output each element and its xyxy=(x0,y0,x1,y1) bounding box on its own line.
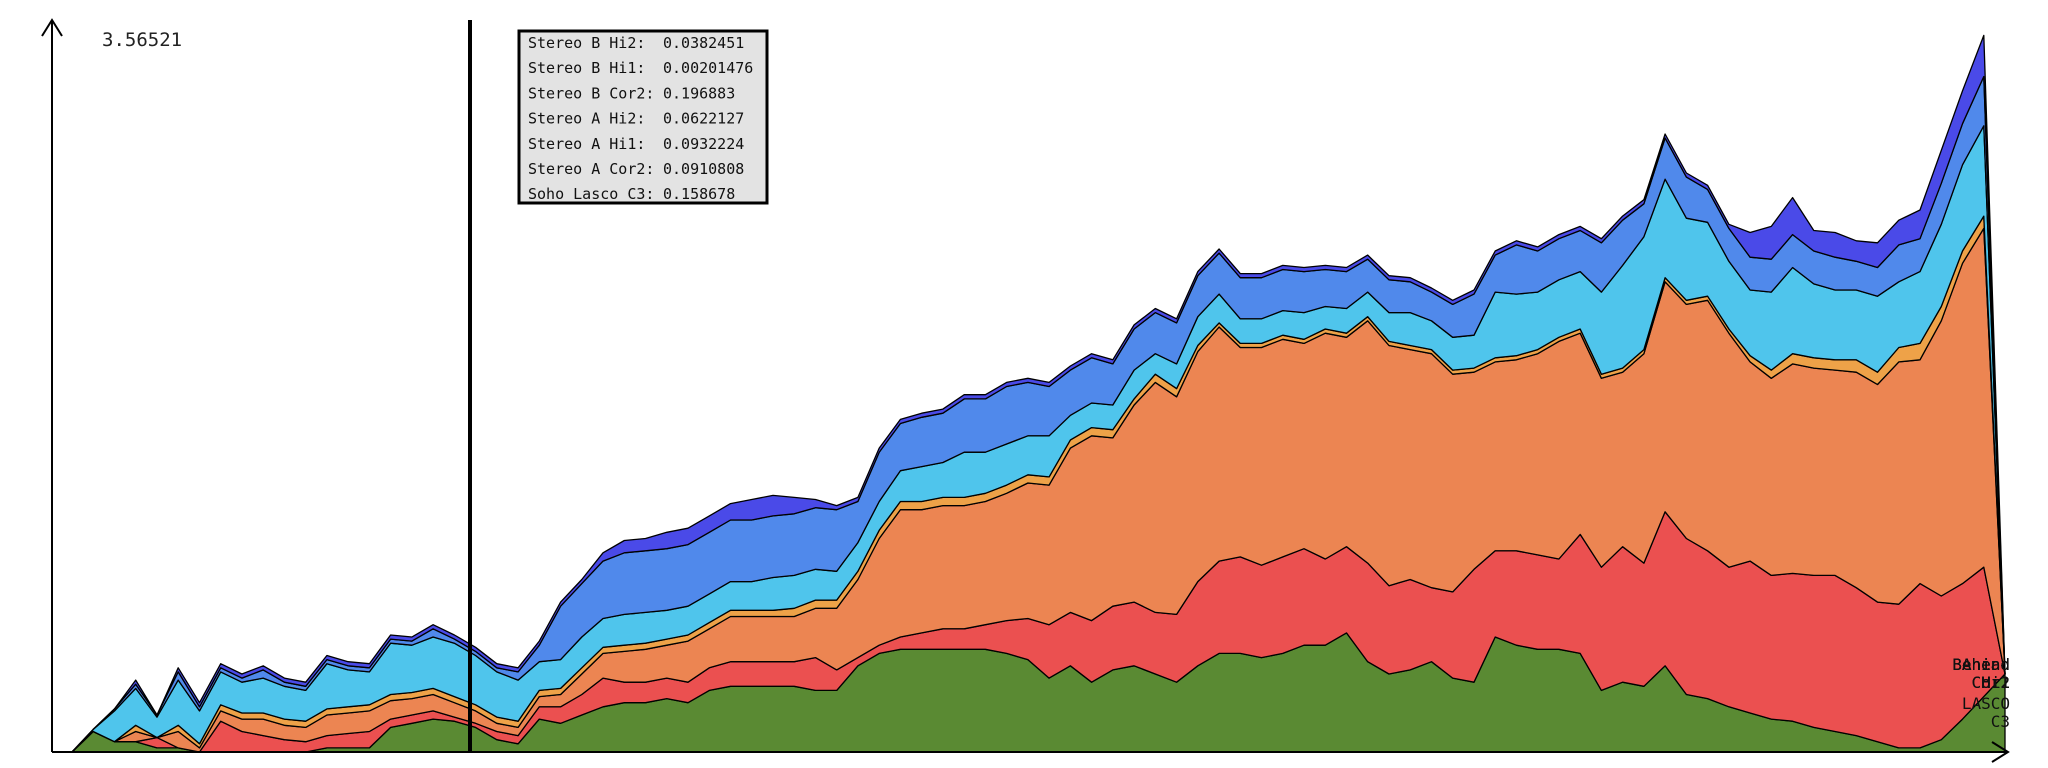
tooltip-row-name: Stereo A Cor2: xyxy=(528,160,654,178)
tooltip-row-name: Stereo B Hi1: xyxy=(528,59,645,77)
series-label-behind-hi1: Behind Hi1 xyxy=(1952,655,2010,692)
y-max-label: 3.56521 xyxy=(102,29,182,51)
tooltip-row-value: 0.0622127 xyxy=(663,110,744,128)
series-label-ahead-cor2: Ahead Cor2 xyxy=(1962,655,2010,692)
tooltip-box xyxy=(517,29,769,205)
series-label-lasco-c3: LASCO C3 xyxy=(1962,694,2010,731)
tooltip-row-value: 0.0932224 xyxy=(663,135,744,153)
tooltip-row-value: 0.0382451 xyxy=(663,34,744,52)
tooltip-row-value: 0.196883 xyxy=(663,84,735,102)
y-axis-arrow xyxy=(41,18,63,37)
tooltip-row-value: 0.00201476 xyxy=(663,59,753,77)
tooltip-row-name: Stereo A Hi2: xyxy=(528,110,645,128)
series-label-behind-hi2: Behind Hi2 xyxy=(1952,655,2010,692)
band-behind-hi2 xyxy=(71,34,2006,753)
tooltip-row-value: 0.158678 xyxy=(663,185,735,203)
tooltip-rows: Stereo B Hi2: 0.0382451 Stereo B Hi1: 0.002… xyxy=(528,34,753,203)
series-label-ahead-hi2: Ahead Hi2 xyxy=(1962,655,2010,692)
tooltip-row-name: Stereo B Cor2: xyxy=(528,84,654,102)
series-label-ahead-hi1: Ahead Hi1 xyxy=(1962,655,2010,692)
tooltip-row-name: Stereo B Hi2: xyxy=(528,34,645,52)
tooltip-row-value: 0.0910808 xyxy=(663,160,744,178)
series-label-behind-cor2: Behind Cor2 xyxy=(1952,655,2010,692)
tooltip-row-name: Stereo A Hi1: xyxy=(528,135,645,153)
x-axis-arrow xyxy=(1991,741,2010,763)
value-tooltip: Stereo B Hi2: 0.0382451 Stereo B Hi1: 0.002… xyxy=(517,29,769,205)
series-bands xyxy=(71,34,2006,753)
tooltip-row-name: Soho Lasco C3: xyxy=(528,185,654,203)
axes xyxy=(41,18,2010,763)
